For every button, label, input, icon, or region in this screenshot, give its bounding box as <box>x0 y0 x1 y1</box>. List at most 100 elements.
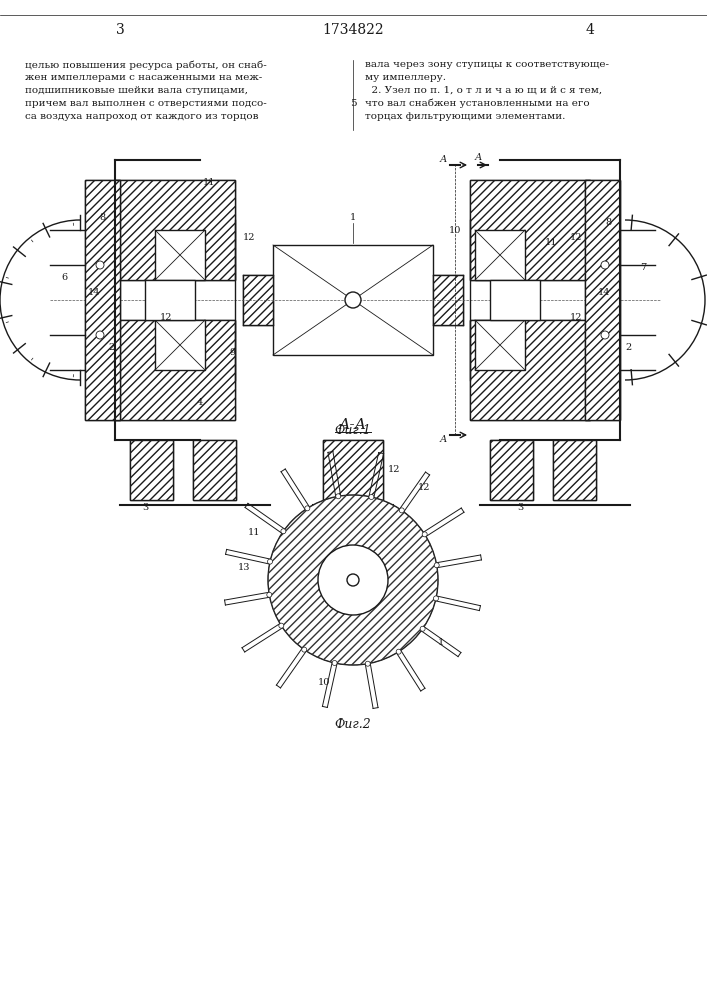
Text: 8: 8 <box>99 213 105 222</box>
Text: му импеллеру.: му импеллеру. <box>365 73 446 82</box>
Text: 12: 12 <box>418 483 431 492</box>
Bar <box>155 320 205 370</box>
Bar <box>115 180 235 280</box>
Text: са воздуха напроход от каждого из торцов: са воздуха напроход от каждого из торцов <box>25 112 259 121</box>
Bar <box>85 180 120 420</box>
Text: А: А <box>439 436 447 444</box>
Text: 3: 3 <box>142 503 148 512</box>
Bar <box>475 320 525 370</box>
Circle shape <box>422 532 427 537</box>
Text: 2: 2 <box>625 343 631 352</box>
Bar <box>490 440 533 500</box>
Bar <box>115 180 235 280</box>
Text: 1: 1 <box>350 213 356 222</box>
Circle shape <box>281 529 286 534</box>
Bar <box>145 280 195 320</box>
Text: что вал снабжен установленными на его: что вал снабжен установленными на его <box>365 99 590 108</box>
Circle shape <box>96 261 104 269</box>
Bar <box>243 275 273 325</box>
Bar <box>433 275 463 325</box>
Circle shape <box>420 626 425 631</box>
Circle shape <box>369 495 374 500</box>
Bar <box>130 440 173 500</box>
Text: 2. Узел по п. 1, о т л и ч а ю щ и й с я тем,: 2. Узел по п. 1, о т л и ч а ю щ и й с я… <box>365 86 602 95</box>
Circle shape <box>601 331 609 339</box>
Text: 12: 12 <box>160 313 173 322</box>
Bar <box>323 440 383 500</box>
Circle shape <box>347 574 359 586</box>
Text: 4: 4 <box>585 23 595 37</box>
Circle shape <box>434 563 439 568</box>
Bar <box>347 546 359 554</box>
Text: вала через зону ступицы к соответствующе-: вала через зону ступицы к соответствующе… <box>365 60 609 69</box>
Text: целью повышения ресурса работы, он снаб-: целью повышения ресурса работы, он снаб- <box>25 60 267 70</box>
Circle shape <box>433 596 438 601</box>
Bar <box>470 320 590 420</box>
Text: Фиг.2: Фиг.2 <box>334 718 371 732</box>
Text: А-А: А-А <box>339 418 367 432</box>
Bar <box>323 440 383 500</box>
Text: жен импеллерами с насаженными на меж-: жен импеллерами с насаженными на меж- <box>25 73 262 82</box>
Bar <box>85 180 120 420</box>
Text: 12: 12 <box>570 233 583 242</box>
Text: 3: 3 <box>116 23 124 37</box>
Text: 5: 5 <box>350 503 356 512</box>
Text: 10: 10 <box>318 678 330 687</box>
Text: 10: 10 <box>449 226 461 235</box>
Text: 13: 13 <box>238 563 250 572</box>
Text: 6: 6 <box>62 273 68 282</box>
Circle shape <box>279 623 284 628</box>
Text: торцах фильтрующими элементами.: торцах фильтрующими элементами. <box>365 112 566 121</box>
Text: 1734822: 1734822 <box>322 23 384 37</box>
Bar <box>585 180 620 420</box>
Circle shape <box>366 661 370 666</box>
Text: 12: 12 <box>388 465 400 474</box>
Bar <box>155 230 205 280</box>
Text: 3: 3 <box>517 503 523 512</box>
Text: 5: 5 <box>350 99 356 108</box>
Bar <box>553 440 596 500</box>
Text: А: А <box>439 155 447 164</box>
Circle shape <box>302 647 307 652</box>
Circle shape <box>601 261 609 269</box>
Bar <box>475 230 525 280</box>
Circle shape <box>396 649 401 654</box>
Text: 11: 11 <box>248 528 260 537</box>
Bar <box>193 440 236 500</box>
Bar <box>273 245 433 355</box>
Bar <box>115 320 235 420</box>
Text: причем вал выполнен с отверстиями подсо-: причем вал выполнен с отверстиями подсо- <box>25 99 267 108</box>
Text: 1: 1 <box>438 638 444 647</box>
Circle shape <box>399 508 404 513</box>
Text: 8: 8 <box>605 218 611 227</box>
Bar <box>470 320 590 420</box>
Text: 2: 2 <box>109 343 115 352</box>
Bar <box>490 280 540 320</box>
Circle shape <box>267 592 271 597</box>
Bar <box>193 440 236 500</box>
Circle shape <box>96 331 104 339</box>
Circle shape <box>318 545 388 615</box>
Text: Фиг.1: Фиг.1 <box>334 424 371 436</box>
Text: 4: 4 <box>197 398 203 407</box>
Text: 11: 11 <box>202 178 215 187</box>
Text: 7: 7 <box>640 263 646 272</box>
Circle shape <box>345 292 361 308</box>
Text: 12: 12 <box>243 233 255 242</box>
Text: подшипниковые шейки вала ступицами,: подшипниковые шейки вала ступицами, <box>25 86 248 95</box>
Circle shape <box>267 559 272 564</box>
Bar <box>115 320 235 420</box>
Bar <box>379 574 387 586</box>
Bar <box>315 574 323 586</box>
Circle shape <box>268 495 438 665</box>
Text: 11: 11 <box>545 238 558 247</box>
Text: А: А <box>474 153 481 162</box>
Circle shape <box>332 660 337 665</box>
Bar <box>470 180 590 280</box>
Circle shape <box>336 494 341 499</box>
Text: 14: 14 <box>88 288 100 297</box>
Bar <box>553 440 596 500</box>
Text: 12: 12 <box>570 313 583 322</box>
Circle shape <box>305 506 310 511</box>
Bar <box>470 180 590 280</box>
